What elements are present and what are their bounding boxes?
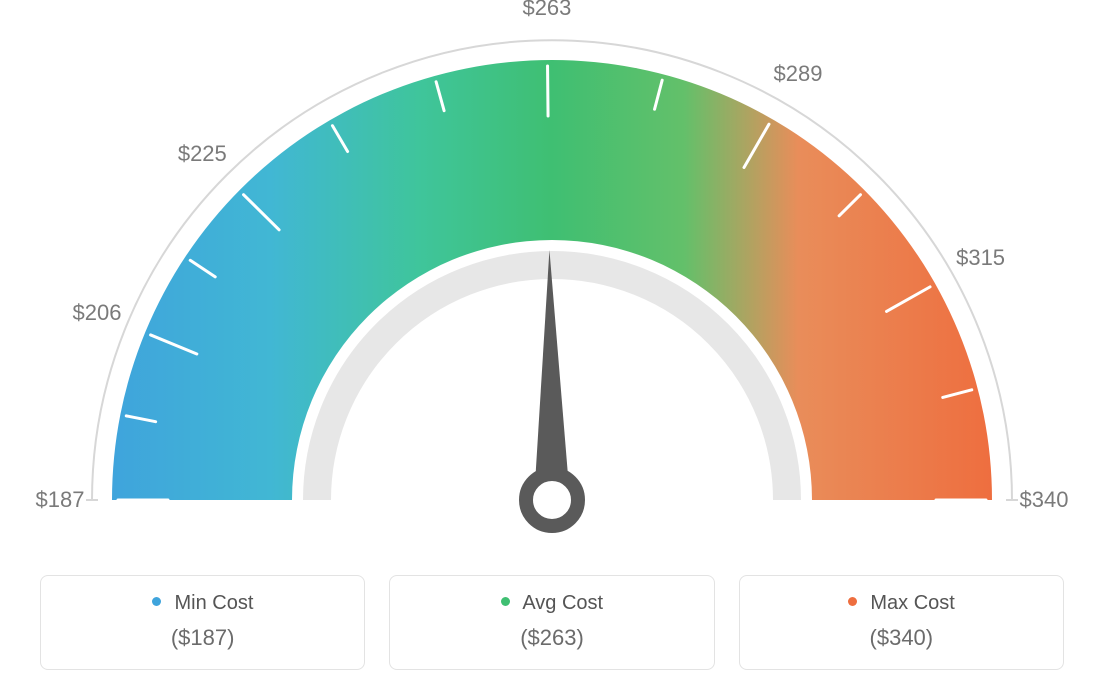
legend-title-min: Min Cost: [51, 592, 354, 615]
legend-value-avg: ($263): [400, 625, 703, 651]
legend-label-min: Min Cost: [174, 592, 253, 614]
legend-value-max: ($340): [750, 625, 1053, 651]
legend-value-min: ($187): [51, 625, 354, 651]
legend-dot-max: [848, 597, 857, 606]
tick-label: $225: [178, 141, 227, 167]
tick-label: $340: [1020, 487, 1069, 513]
tick-label: $315: [956, 245, 1005, 271]
tick-label: $206: [72, 300, 121, 326]
legend-row: Min Cost ($187) Avg Cost ($263) Max Cost…: [40, 575, 1064, 670]
legend-dot-avg: [501, 597, 510, 606]
legend-card-min: Min Cost ($187): [40, 575, 365, 670]
legend-label-avg: Avg Cost: [522, 592, 603, 614]
legend-title-max: Max Cost: [750, 592, 1053, 615]
legend-title-avg: Avg Cost: [400, 592, 703, 615]
legend-card-max: Max Cost ($340): [739, 575, 1064, 670]
cost-gauge-container: $187 $206 $225 $263 $289 $315 $340 Min Cost ($…: [0, 0, 1104, 690]
gauge: $187 $206 $225 $263 $289 $315 $340: [0, 0, 1104, 560]
tick-label: $187: [36, 487, 85, 513]
legend-label-max: Max Cost: [870, 592, 954, 614]
legend-dot-min: [152, 597, 161, 606]
legend-card-avg: Avg Cost ($263): [389, 575, 714, 670]
gauge-svg: [0, 0, 1104, 560]
tick-label: $289: [774, 61, 823, 87]
tick-label: $263: [522, 0, 571, 21]
